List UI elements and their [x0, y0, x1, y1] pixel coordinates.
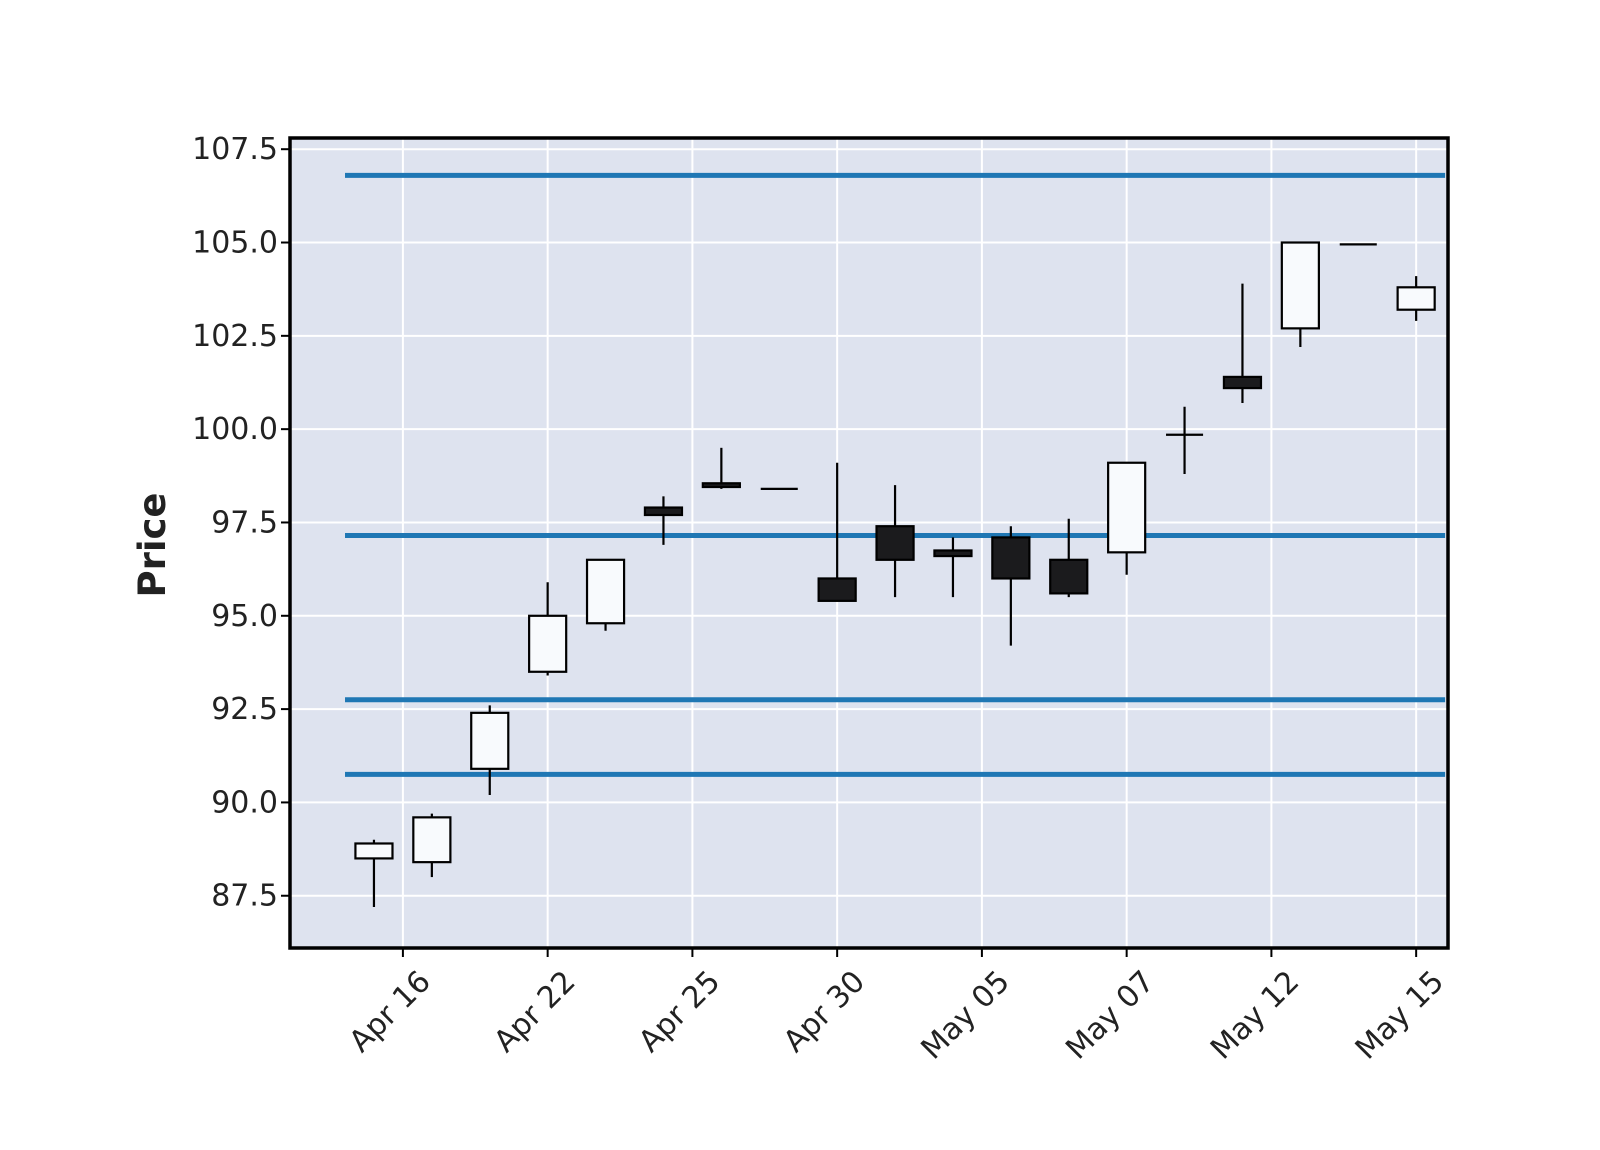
candle-body-5 [643, 506, 684, 517]
x-tick-label-5: May 07 [1059, 964, 1161, 1066]
candle-12 [1049, 518, 1089, 598]
candle-body-8 [817, 577, 857, 602]
candle-body-10 [933, 549, 973, 558]
candle-1 [412, 813, 452, 878]
candle-body-11 [991, 536, 1031, 580]
x-tick-label-3: Apr 30 [777, 964, 872, 1059]
y-tick-label-5: 100.0 [192, 412, 278, 447]
candle-5 [643, 496, 684, 545]
candle-body-0 [354, 842, 394, 860]
y-tick-label-0: 87.5 [211, 879, 278, 914]
y-tick-label-1: 90.0 [211, 785, 278, 820]
y-tick-label-7: 105.0 [192, 226, 278, 261]
candle-body-4 [585, 558, 626, 625]
y-tick-label-6: 102.5 [192, 319, 278, 354]
candle-14 [1166, 406, 1204, 474]
candle-2 [470, 705, 510, 795]
y-axis-ticks: 87.5 90.0 92.5 95.0 97.5 100.0 102.5 105.0 107.5 [192, 132, 290, 914]
candle-8 [817, 462, 857, 602]
candle-body-15 [1222, 375, 1263, 390]
x-tick-label-2: Apr 25 [632, 964, 727, 1059]
candle-9 [875, 485, 915, 598]
candle-6 [701, 447, 741, 489]
candle-4 [585, 558, 626, 631]
candle-3 [528, 582, 568, 676]
candle-body-1 [412, 816, 452, 864]
candles [354, 241, 1436, 907]
candle-0 [354, 839, 394, 907]
candle-13 [1107, 461, 1147, 575]
candle-body-2 [470, 711, 510, 770]
y-tick-label-2: 92.5 [211, 692, 278, 727]
plot-frame [288, 136, 1450, 950]
x-tick-label-7: May 15 [1349, 964, 1451, 1066]
horizontal-lines [345, 172, 1446, 777]
candle-15 [1222, 283, 1263, 404]
x-axis-ticks: Apr 16 Apr 22 Apr 25 Apr 30 May 05 May 07 May … [343, 948, 1451, 1067]
candle-16 [1280, 241, 1320, 348]
candle-body-18 [1396, 286, 1436, 311]
candle-11 [991, 526, 1031, 646]
x-tick-label-6: May 12 [1204, 964, 1306, 1066]
candle-body-9 [875, 525, 915, 561]
y-tick-label-8: 107.5 [192, 132, 278, 167]
candle-body-6 [701, 482, 741, 489]
x-tick-label-0: Apr 16 [343, 964, 438, 1059]
x-tick-label-1: Apr 22 [487, 964, 582, 1059]
y-axis-label: Price [131, 492, 174, 597]
candle-18 [1396, 276, 1436, 321]
candle-body-3 [528, 614, 568, 673]
candle-body-13 [1107, 461, 1147, 554]
plot-background [290, 138, 1448, 948]
candle-10 [933, 537, 973, 598]
candle-body-16 [1280, 241, 1320, 330]
y-tick-label-3: 95.0 [211, 599, 278, 634]
candle-body-12 [1049, 558, 1089, 595]
y-tick-label-4: 97.5 [211, 505, 278, 540]
x-tick-label-4: May 05 [914, 964, 1016, 1066]
